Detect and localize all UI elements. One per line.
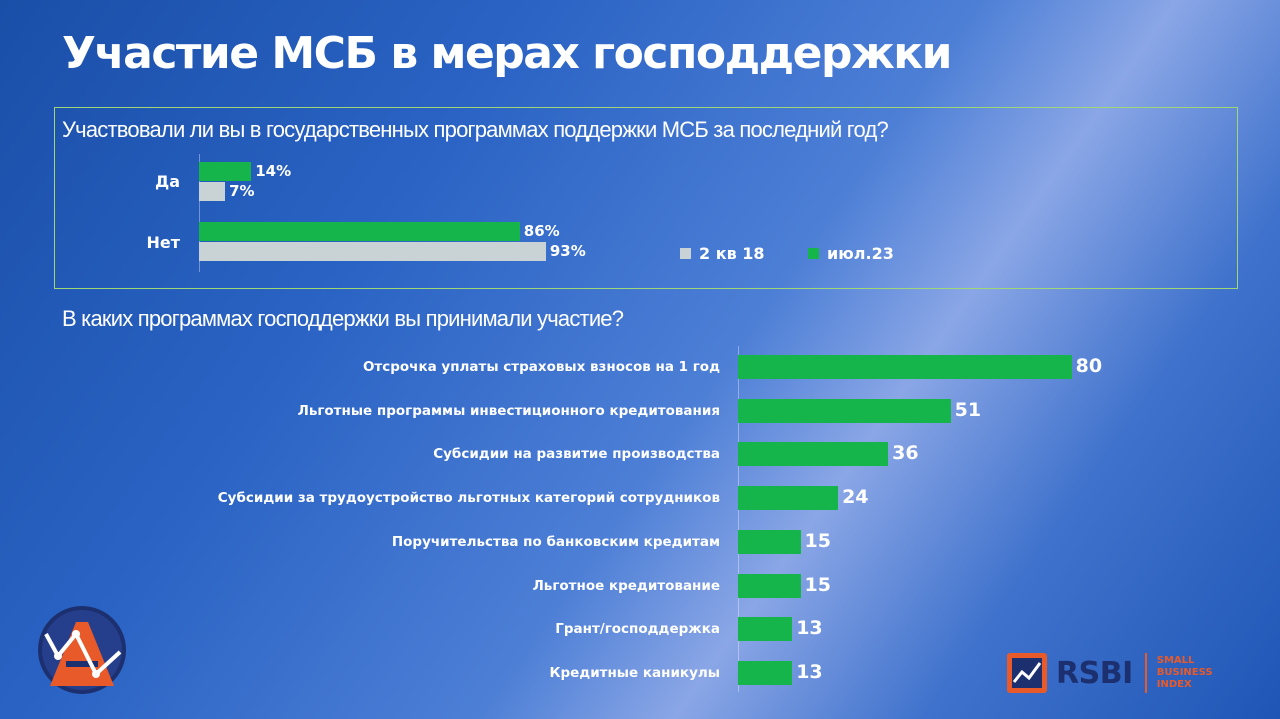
bar-value-label: 86% bbox=[523, 222, 560, 240]
program-value-label: 13 bbox=[796, 660, 823, 683]
program-label: Льготное кредитование bbox=[532, 577, 720, 594]
rsbi-subtitle: SMALL BUSINESS INDEX bbox=[1157, 655, 1213, 691]
program-bar bbox=[738, 486, 839, 511]
question2-title: В каких программах господдержки вы прини… bbox=[62, 306, 624, 331]
rsbi-wordmark: RSBI bbox=[1056, 655, 1133, 691]
legend-label: июл.23 bbox=[827, 244, 894, 263]
program-value-label: 80 bbox=[1075, 355, 1103, 377]
program-value-label: 51 bbox=[954, 398, 982, 421]
category-label-no: Нет bbox=[146, 233, 180, 252]
program-bar bbox=[738, 398, 951, 423]
legend-label: 2 кв 18 bbox=[699, 244, 765, 263]
program-bar bbox=[738, 660, 793, 685]
rsbi-chart-logo-icon bbox=[1007, 653, 1047, 693]
program-value-label: 24 bbox=[842, 486, 869, 509]
question1-frame bbox=[54, 107, 1238, 289]
program-value-label: 36 bbox=[892, 442, 919, 465]
chart1-axis bbox=[199, 154, 200, 272]
program-value-label: 13 bbox=[796, 617, 823, 640]
program-bar bbox=[738, 617, 793, 642]
legend-swatch bbox=[808, 248, 819, 259]
program-label: Субсидии за трудоустройство льготных кат… bbox=[217, 490, 720, 507]
bar-value-label: 7% bbox=[229, 182, 255, 200]
bar-2кв18-1 bbox=[199, 242, 546, 261]
rsbi-logo: RSBI SMALL BUSINESS INDEX bbox=[1006, 652, 1213, 694]
program-label: Отсрочка уплаты страховых взносов на 1 г… bbox=[362, 359, 720, 375]
program-value-label: 15 bbox=[804, 573, 831, 596]
program-bar bbox=[738, 529, 801, 554]
program-label: Кредитные каникулы bbox=[549, 664, 720, 681]
rsbi-sub-line: BUSINESS bbox=[1156, 667, 1213, 678]
page-title: Участие МСБ в мерах господдержки bbox=[62, 28, 953, 79]
program-value-label: 15 bbox=[804, 529, 831, 552]
analytics-a-logo-icon bbox=[38, 606, 126, 694]
program-label: Поручительства по банковским кредитам bbox=[391, 533, 720, 550]
program-label: Грант/господдержка bbox=[555, 621, 720, 638]
category-label-yes: Да bbox=[154, 172, 180, 191]
program-bar bbox=[738, 573, 801, 598]
rsbi-divider bbox=[1144, 653, 1147, 693]
bar-июл23-0 bbox=[199, 162, 252, 181]
bar-июл23-1 bbox=[199, 222, 520, 241]
bar-value-label: 93% bbox=[549, 242, 586, 260]
question1-title: Участвовали ли вы в государственных прог… bbox=[62, 117, 889, 142]
program-label: Льготные программы инвестиционного креди… bbox=[297, 402, 720, 419]
program-label: Субсидии на развитие производства bbox=[433, 446, 720, 463]
legend-swatch bbox=[680, 248, 691, 259]
legend-item: 2 кв 18 bbox=[680, 244, 765, 263]
bar-2кв18-0 bbox=[199, 182, 226, 201]
legend-item: июл.23 bbox=[808, 244, 894, 263]
bar-value-label: 14% bbox=[255, 162, 292, 180]
rsbi-sub-line: SMALL bbox=[1156, 655, 1195, 666]
chart2-axis bbox=[738, 346, 739, 692]
rsbi-sub-line: INDEX bbox=[1156, 679, 1192, 690]
program-bar bbox=[738, 442, 889, 467]
program-bar bbox=[738, 355, 1072, 379]
